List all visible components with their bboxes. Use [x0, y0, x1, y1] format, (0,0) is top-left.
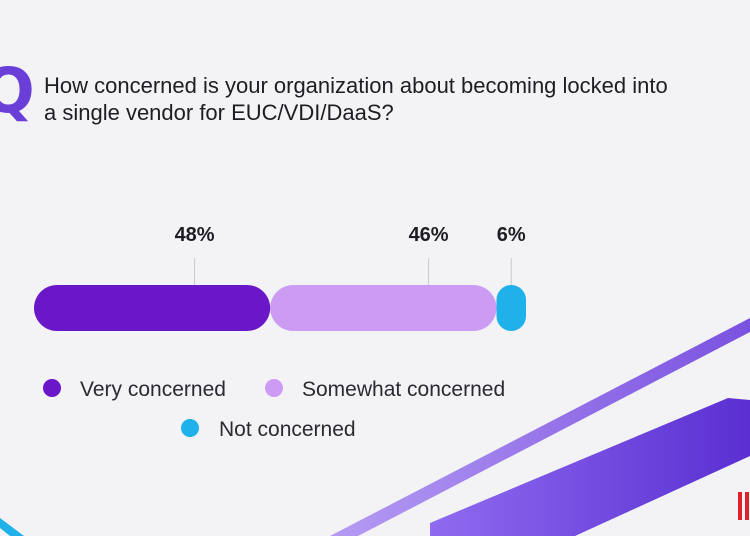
data-label-not-concerned: 6% [497, 224, 526, 246]
data-label-somewhat-concerned: 46% [409, 224, 449, 246]
legend-label-somewhat-concerned: Somewhat concerned [302, 378, 505, 401]
legend-label-very-concerned: Very concerned [80, 378, 226, 401]
brand-logo-mark [738, 492, 749, 520]
bar-somewhat-concerned [270, 285, 497, 331]
data-label-very-concerned: 48% [175, 224, 215, 246]
question-title: How concerned is your organization about… [44, 73, 668, 125]
legend-swatch-very-concerned [43, 379, 61, 397]
legend-label-not-concerned: Not concerned [219, 418, 356, 441]
decorative-ribbon [430, 398, 750, 536]
bar-very-concerned [34, 285, 271, 331]
bar-not-concerned [496, 285, 526, 331]
legend-swatch-somewhat-concerned [265, 379, 283, 397]
legend-swatch-not-concerned [181, 419, 199, 437]
decorative-corner-stripe [0, 518, 24, 536]
q-letter: Q [0, 54, 35, 127]
decorative-thin-stripe [330, 318, 750, 536]
